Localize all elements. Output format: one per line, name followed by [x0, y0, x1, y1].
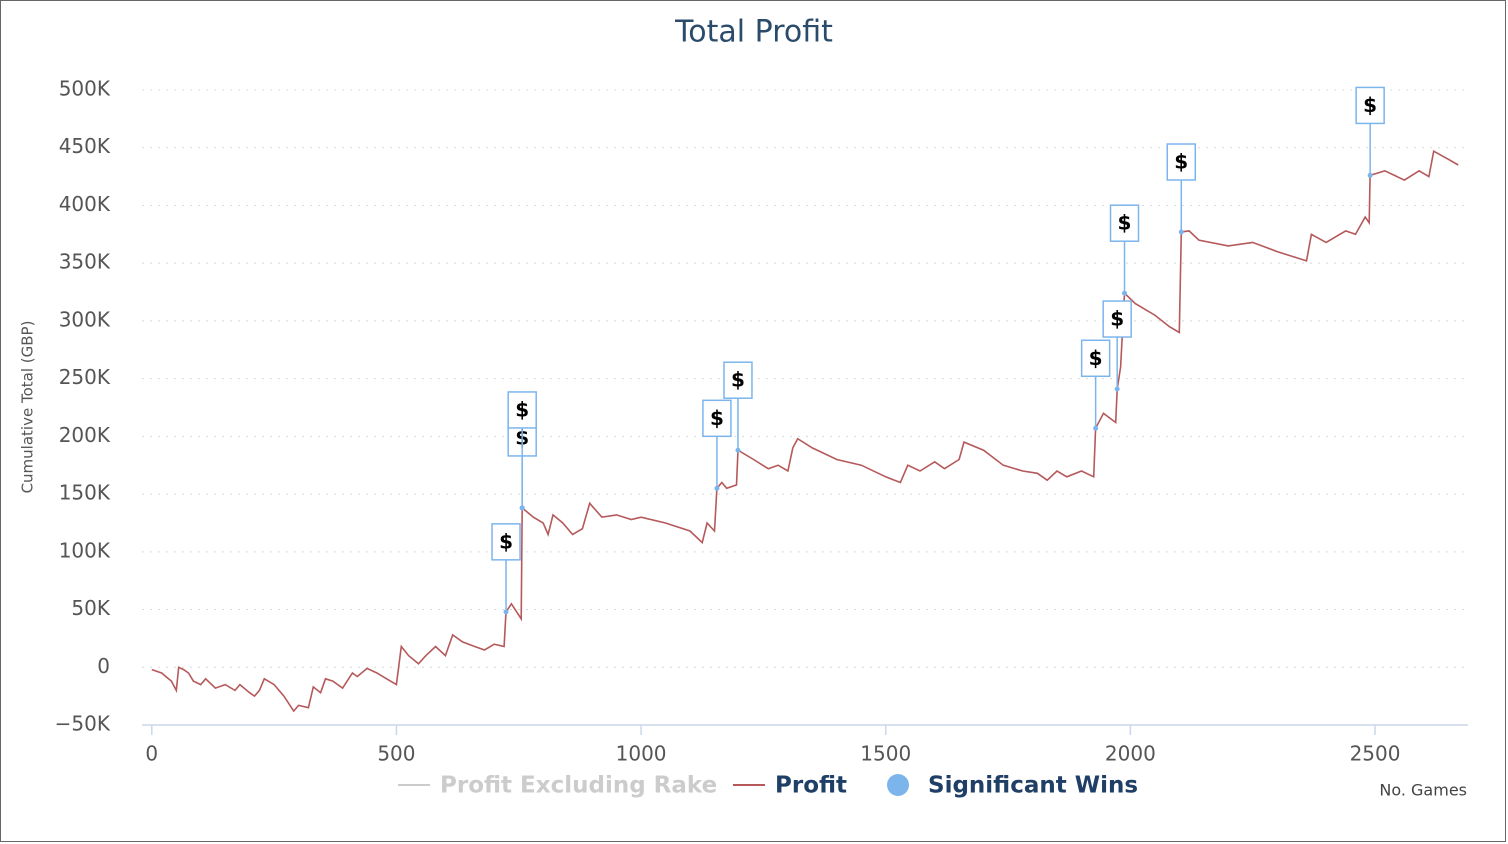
x-tick-label: 1000 — [616, 742, 667, 766]
flag-label: $ — [731, 368, 745, 392]
flag-box — [723, 361, 753, 399]
y-tick-label: 50K — [71, 596, 110, 620]
flag-point[interactable] — [503, 609, 509, 615]
flag-box — [1102, 300, 1132, 338]
flag-box — [1109, 204, 1140, 242]
flag-point[interactable] — [1178, 229, 1184, 235]
x-axis-label: No. Games — [1379, 781, 1467, 800]
flag-label: $ — [1363, 93, 1377, 117]
flag-label: $ — [1089, 346, 1103, 370]
flag-label: $ — [515, 397, 529, 421]
flag-label: $ — [499, 529, 513, 553]
y-tick-label: 250K — [59, 365, 111, 389]
flag-label: $ — [1118, 211, 1132, 235]
chart-title: Total Profit — [674, 15, 833, 50]
y-tick-label: 500K — [59, 77, 111, 101]
y-tick-label: 300K — [59, 307, 111, 331]
y-tick-label: 400K — [59, 192, 111, 216]
x-tick-label: 2000 — [1105, 742, 1156, 766]
profit-line — [151, 149, 1459, 713]
flag-point[interactable] — [519, 505, 525, 511]
flag-point[interactable] — [1093, 425, 1099, 431]
flag-box — [1080, 339, 1111, 378]
y-tick-label: 0 — [97, 654, 110, 678]
y-axis-label: Cumulative Total (GBP) — [19, 321, 37, 494]
legend-label[interactable]: Profit Excluding Rake — [440, 773, 717, 799]
y-tick-label: 100K — [59, 538, 111, 562]
flag-point[interactable] — [1114, 386, 1120, 392]
x-tick-label: 500 — [377, 742, 415, 766]
flag-box — [702, 399, 732, 438]
flag-box — [491, 523, 521, 561]
y-tick-label: 350K — [59, 250, 111, 274]
y-tick-label: 150K — [59, 481, 111, 505]
x-tick-label: 0 — [145, 742, 158, 766]
x-tick-label: 2500 — [1350, 742, 1401, 766]
y-tick-label: 200K — [59, 423, 111, 447]
flag-point[interactable] — [1367, 172, 1373, 178]
y-tick-label: 450K — [59, 134, 111, 158]
flag-box — [507, 391, 537, 429]
legend-label[interactable]: Profit — [775, 773, 847, 799]
flag-box — [1355, 86, 1385, 125]
flag-point[interactable] — [714, 485, 720, 491]
flag-label: $ — [1174, 150, 1188, 174]
x-tick-label: 1500 — [860, 742, 911, 766]
y-tick-label: −50K — [55, 712, 111, 736]
flag-box — [1166, 143, 1197, 181]
flag-label: $ — [1110, 307, 1124, 331]
legend-label[interactable]: Significant Wins — [928, 773, 1138, 799]
legend-symbol[interactable] — [887, 774, 909, 796]
flag-label: $ — [710, 406, 724, 430]
flag-point[interactable] — [735, 447, 741, 453]
flag-point[interactable] — [1122, 290, 1128, 296]
